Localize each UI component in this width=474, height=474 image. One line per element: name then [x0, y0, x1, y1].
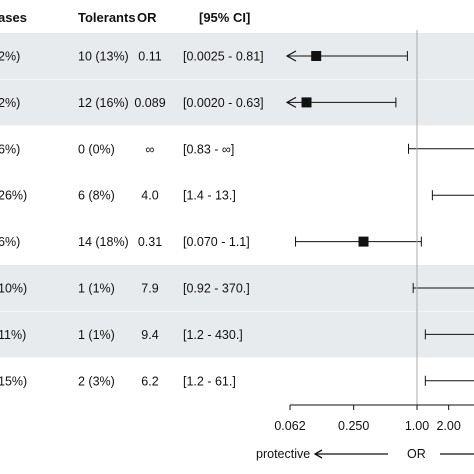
header-or: OR — [137, 10, 157, 25]
row-shading-bands — [0, 33, 474, 358]
ci-cell: [1.2 - 61.] — [183, 374, 236, 388]
tolerants-cell: 0 (0%) — [78, 142, 115, 156]
tolerants-cell: 10 (13%) — [78, 50, 129, 64]
ci-cell: [0.0020 - 0.63] — [183, 96, 264, 110]
axis-caption: protective OR — [256, 447, 474, 461]
tolerants-cell: 1 (1%) — [78, 328, 115, 342]
or-cell: 6.2 — [141, 374, 158, 388]
ci-cell: [1.2 - 430.] — [183, 328, 243, 342]
header-tolerants: Tolerants — [78, 10, 136, 25]
or-cell: 0.31 — [138, 235, 162, 249]
x-tick-label: 1.00 — [405, 419, 429, 433]
cases-cell: 6%) — [0, 142, 20, 156]
header-cases: ases — [0, 10, 27, 25]
ci-left-arrow — [285, 96, 297, 108]
or-cell: 9.4 — [141, 328, 158, 342]
column-headers: ases Tolerants OR [95% CI] — [0, 10, 250, 25]
x-tick-label: 0.062 — [274, 419, 305, 433]
row-band-7 — [0, 311, 474, 358]
row-band-6 — [0, 265, 474, 311]
cases-cell: 15%) — [0, 374, 27, 388]
or-point — [358, 236, 369, 247]
cases-cell: 26%) — [0, 189, 27, 203]
header-ci: [95% CI] — [199, 10, 250, 25]
or-cell: 7.9 — [141, 282, 158, 296]
tolerants-cell: 2 (3%) — [78, 374, 115, 388]
cases-cell: 10%) — [0, 282, 27, 296]
cases-cell: 2%) — [0, 96, 20, 110]
cases-cell: 2%) — [0, 50, 20, 64]
or-point — [301, 97, 312, 108]
or-axis-label: OR — [407, 447, 426, 461]
x-axis: 0.062 0.250 1.00 2.00 — [274, 404, 474, 433]
x-tick-label: 2.00 — [436, 419, 460, 433]
tolerants-cell: 12 (16%) — [78, 96, 129, 110]
ci-cell: [0.92 - 370.] — [183, 282, 250, 296]
ci-cell: [1.4 - 13.] — [183, 189, 236, 203]
or-cell: 0.11 — [138, 50, 161, 64]
cases-cell: 11%) — [0, 328, 26, 342]
or-cell: ∞ — [146, 142, 155, 156]
cases-cell: 6%) — [0, 235, 20, 249]
ci-cell: [0.83 - ∞] — [183, 142, 234, 156]
plot-area — [285, 30, 474, 405]
tolerants-cell: 6 (8%) — [78, 189, 115, 203]
or-point — [311, 51, 322, 61]
x-tick-label: 0.250 — [338, 419, 369, 433]
ci-cell: [0.070 - 1.1] — [183, 235, 250, 249]
table-rows: 2%) 10 (13%) 0.11 [0.0025 - 0.81] 2%) 12 (16%… — [0, 50, 264, 389]
protective-label: protective — [256, 447, 310, 461]
tolerants-cell: 14 (18%) — [78, 235, 129, 249]
ci-left-arrow — [285, 50, 297, 62]
tolerants-cell: 1 (1%) — [78, 282, 115, 296]
or-cell: 0.089 — [134, 96, 165, 110]
or-cell: 4.0 — [141, 189, 158, 203]
ci-cell: [0.0025 - 0.81] — [183, 50, 264, 64]
protective-arrow-head — [313, 449, 323, 459]
